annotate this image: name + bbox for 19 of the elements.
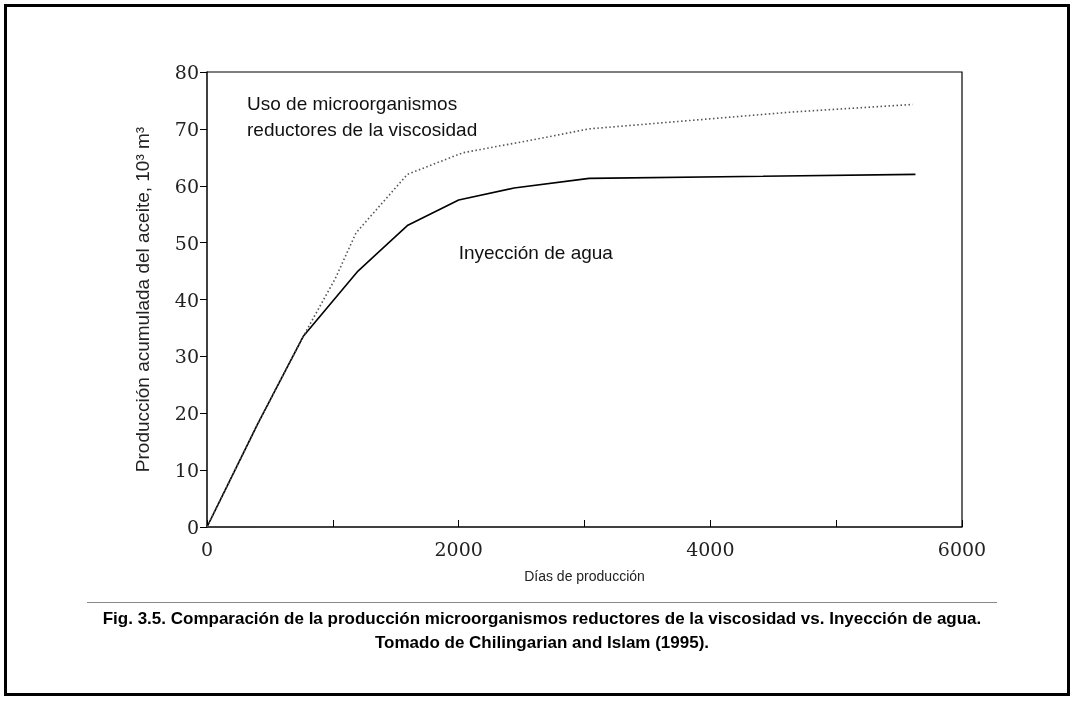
y-tick-label: 50	[174, 231, 199, 254]
y-tick-label: 70	[174, 117, 199, 140]
x-tick-label: 0	[200, 537, 214, 560]
y-axis-title: Producción acumulada del aceite, 10³ m³	[132, 126, 153, 473]
y-tick-label: 20	[174, 402, 199, 425]
y-tick-label: 60	[174, 174, 199, 197]
caption: Fig. 3.5. Comparación de la producción microorganismos reductores de la viscosidad vs. Inyección de agua.	[101, 608, 983, 630]
x-tick-label: 2000	[434, 537, 483, 560]
y-tick-label: 40	[174, 288, 199, 311]
x-tick-label: 4000	[686, 537, 735, 560]
x-tick-label: 6000	[937, 537, 987, 560]
x-axis-title: Días de producción	[524, 568, 645, 584]
text: Tomado de Chilingarian and Islam (1995).	[373, 632, 711, 654]
y-tick-label: 30	[174, 345, 199, 368]
series-label: Uso de microorganismos reductores de la viscosidad	[247, 92, 478, 140]
y-tick-label: 80	[174, 61, 199, 83]
y-tick-label: 0	[186, 516, 199, 538]
text: Inyección de agua	[458, 242, 614, 264]
y-tick-label: 10	[174, 459, 199, 482]
